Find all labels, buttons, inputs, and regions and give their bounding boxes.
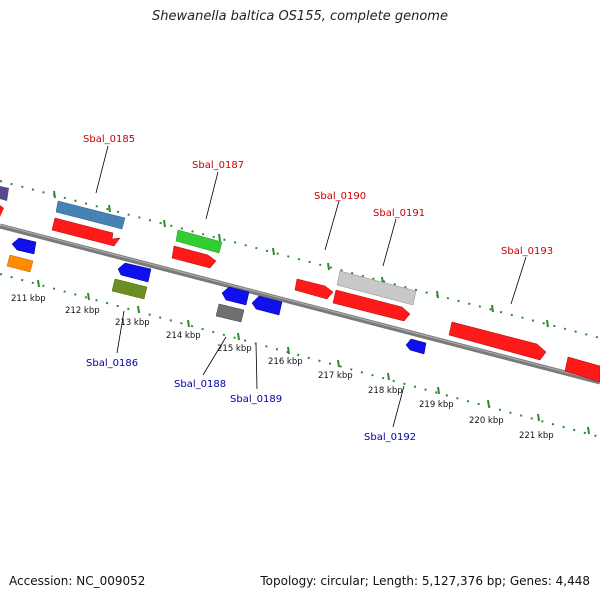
gene-sbal-0188-gray[interactable] xyxy=(215,303,245,323)
gene-sbal-0188-blue[interactable] xyxy=(221,286,250,306)
gene-label-sbal-0186[interactable]: Sbal_0186 xyxy=(86,358,138,369)
scale-label-218: 218 kbp xyxy=(368,386,403,396)
gene-label-sbal-0189[interactable]: Sbal_0189 xyxy=(230,394,282,405)
gene-right-edge-red[interactable] xyxy=(564,356,600,383)
gene-sbal-0186-olive[interactable] xyxy=(111,278,148,300)
gene-sbal-0191-arrow[interactable] xyxy=(332,289,411,322)
scale-label-212: 212 kbp xyxy=(65,306,100,316)
gene-label-sbal-0185[interactable]: Sbal_0185 xyxy=(83,134,135,145)
scale-label-216: 216 kbp xyxy=(268,357,303,367)
gene-sbal-0185-arrow[interactable] xyxy=(51,217,121,247)
gene-sbal-0186-blue[interactable] xyxy=(117,262,152,283)
gene-label-sbal-0191[interactable]: Sbal_0191 xyxy=(373,208,425,219)
genome-summary-text: Topology: circular; Length: 5,127,376 bp… xyxy=(260,574,590,588)
gene-orange-left[interactable] xyxy=(6,254,34,273)
scale-label-214: 214 kbp xyxy=(166,331,201,341)
scale-label-220: 220 kbp xyxy=(469,416,504,426)
accession-text: Accession: NC_009052 xyxy=(9,574,146,588)
gene-label-sbal-0187[interactable]: Sbal_0187 xyxy=(192,160,244,171)
forward-feature-boxes xyxy=(0,186,417,306)
lower-major-ticks xyxy=(37,279,590,435)
gene-label-sbal-0193[interactable]: Sbal_0193 xyxy=(501,246,553,257)
scale-label-221: 221 kbp xyxy=(519,431,554,441)
scale-label-215: 215 kbp xyxy=(217,344,252,354)
gene-sbal-0192-blue[interactable] xyxy=(405,338,427,355)
gene-sbal-0187-arrow[interactable] xyxy=(171,245,217,269)
gene-sbal-0190-arrow[interactable] xyxy=(294,278,334,300)
feature-sbal-0185-box[interactable] xyxy=(55,200,126,230)
gene-sbal-0193-arrow[interactable] xyxy=(448,321,547,361)
reverse-genes xyxy=(6,237,427,355)
feature-sbal-0191-box[interactable] xyxy=(336,270,417,306)
genome-backbone xyxy=(0,223,600,385)
scale-label-213: 213 kbp xyxy=(115,318,150,328)
gene-left-edge-red[interactable] xyxy=(0,205,4,217)
scale-label-217: 217 kbp xyxy=(318,371,353,381)
forward-genes xyxy=(0,205,600,383)
gene-sbal-0189-blue[interactable] xyxy=(251,295,283,316)
gene-blue-left[interactable] xyxy=(11,237,37,255)
gene-label-sbal-0188[interactable]: Sbal_0188 xyxy=(174,379,226,390)
gene-label-sbal-0190[interactable]: Sbal_0190 xyxy=(314,191,366,202)
genome-title: Shewanella baltica OS155, complete genom… xyxy=(152,9,448,24)
feature-sbal-0187-box[interactable] xyxy=(175,229,223,254)
scale-label-219: 219 kbp xyxy=(419,400,454,410)
scale-label-211: 211 kbp xyxy=(11,294,46,304)
label-leaders xyxy=(95,145,527,428)
gene-label-sbal-0192[interactable]: Sbal_0192 xyxy=(364,432,416,443)
feature-purple-edge[interactable] xyxy=(0,186,9,201)
lower-dotted-track xyxy=(0,273,600,438)
